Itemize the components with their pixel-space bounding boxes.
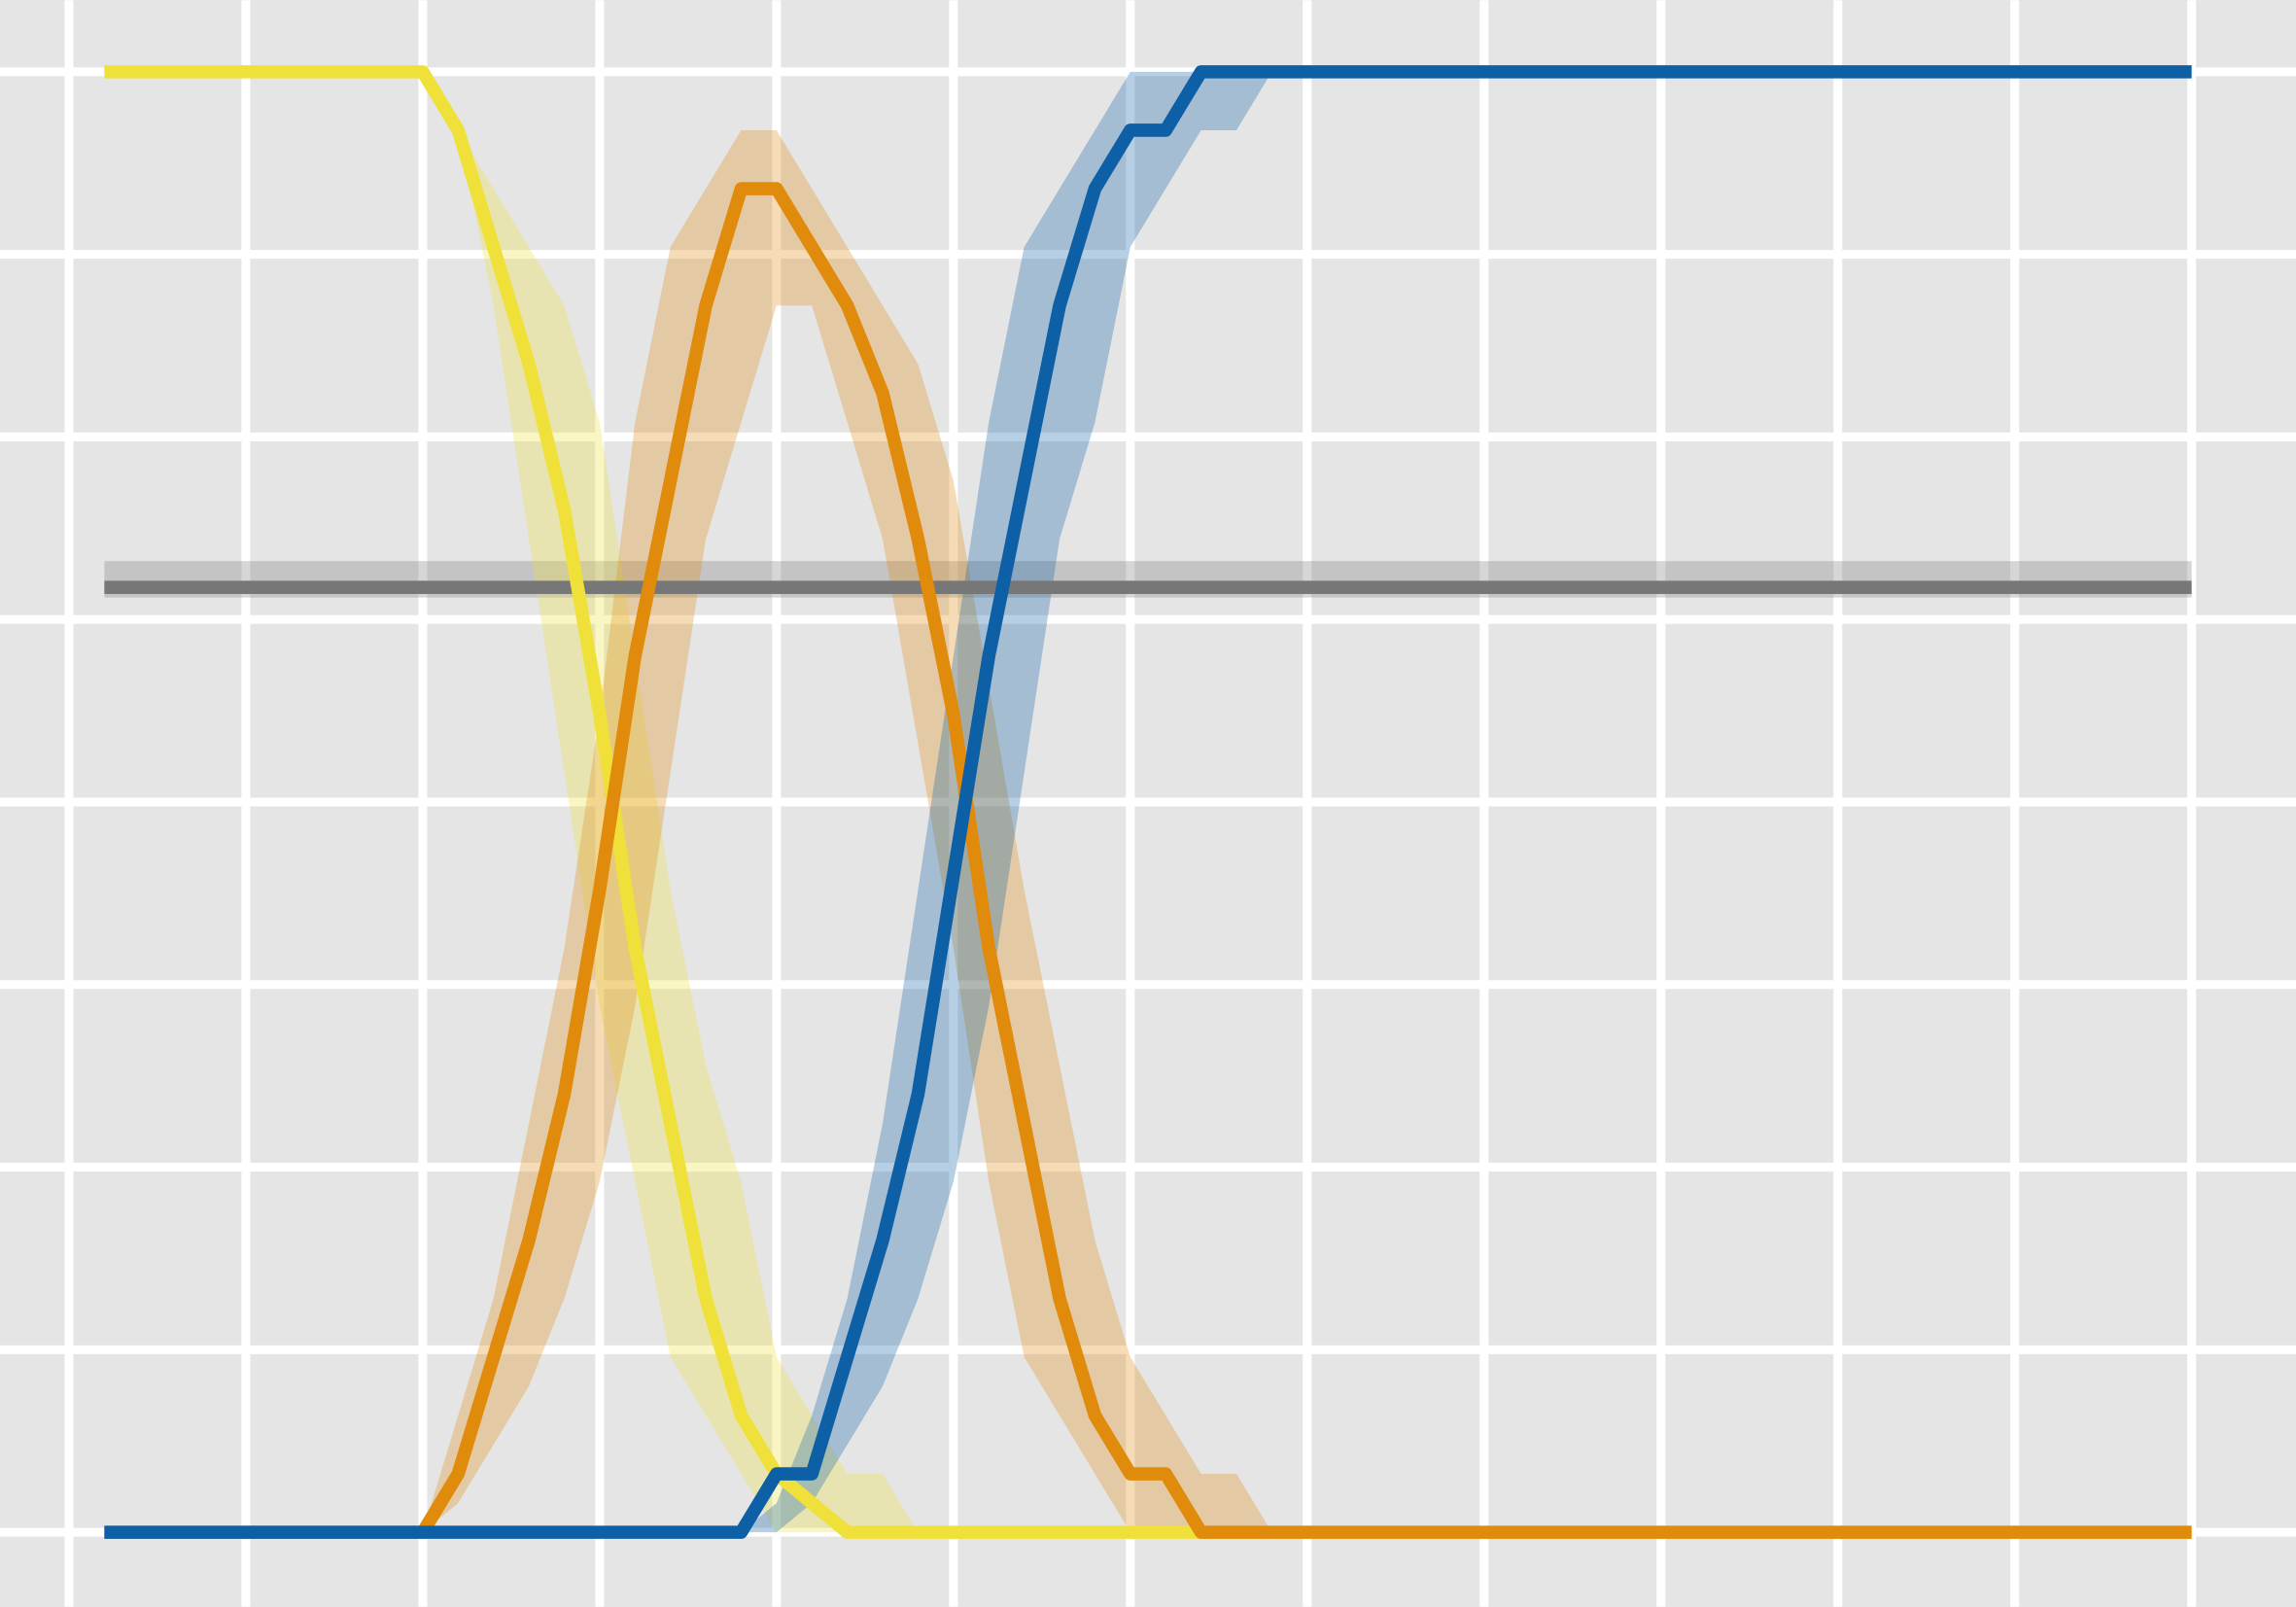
data-line: [104, 65, 2192, 1539]
data-line: [104, 65, 2192, 1539]
data-line: [104, 182, 2192, 1539]
